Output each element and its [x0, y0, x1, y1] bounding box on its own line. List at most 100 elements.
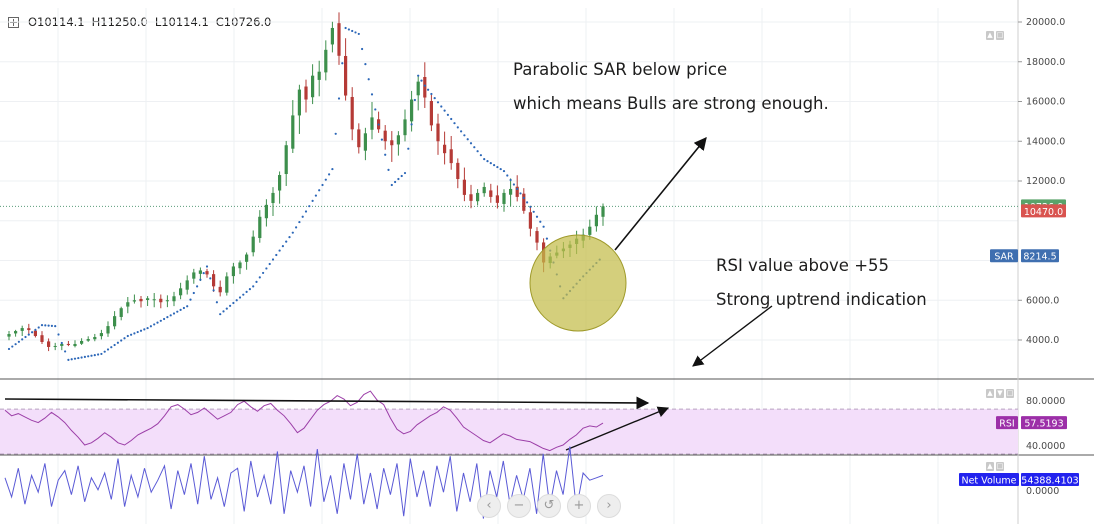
sar-dot — [93, 354, 96, 357]
sar-dot — [110, 346, 113, 349]
sar-dot — [499, 167, 502, 171]
sar-dot — [298, 220, 301, 224]
sar-dot — [123, 337, 126, 340]
sar-dot — [308, 205, 311, 208]
price-tick-label: 4000.0 — [1026, 335, 1059, 346]
sar-dot — [44, 324, 47, 327]
sar-dot — [427, 88, 430, 91]
candle-body — [337, 23, 341, 56]
candle-body — [330, 27, 334, 45]
sar-dot — [430, 92, 433, 96]
highlight-circle — [529, 234, 627, 332]
price-tick-label: 16000.0 — [1026, 97, 1065, 108]
sar-dot — [139, 329, 143, 332]
sar-dot — [486, 160, 489, 163]
sar-dot — [341, 62, 344, 65]
candle-body — [357, 129, 361, 148]
sar-dot — [7, 347, 11, 351]
candle-body — [449, 149, 453, 164]
chevron-left-icon[interactable]: ‹ — [477, 494, 501, 518]
rsi-value-tag-bg — [1021, 416, 1067, 430]
sar-dot — [506, 174, 509, 177]
candle-body — [482, 186, 486, 194]
sar-dot — [314, 194, 317, 197]
sar-dot — [57, 333, 60, 336]
sar-dot — [328, 173, 331, 176]
sar-dot — [245, 290, 248, 294]
sar-dot — [443, 109, 446, 112]
candle-body — [410, 99, 414, 122]
candle-body — [469, 194, 473, 201]
candle-body — [594, 214, 598, 227]
pane-maximize-icon[interactable]: □ — [996, 31, 1004, 40]
sar-dot — [225, 307, 228, 310]
sar-dot — [209, 277, 212, 280]
sar-dot — [394, 180, 397, 184]
sar-dot — [238, 296, 242, 299]
sar-dot — [456, 126, 459, 129]
sar-dot — [281, 244, 284, 248]
sar-dot — [304, 210, 308, 213]
sar-dot — [446, 113, 449, 116]
candle-body — [99, 333, 103, 337]
plus-icon[interactable]: + — [567, 494, 591, 518]
pane-down-icon[interactable]: ▼ — [996, 389, 1004, 398]
sar-dot — [285, 240, 288, 243]
sar-dot — [21, 338, 24, 341]
sar-dot — [186, 305, 189, 308]
pane-up-icon[interactable]: ▲ — [986, 31, 994, 40]
rsi-pane-controls: ▲ ▼ □ — [986, 389, 1014, 398]
pane-up-icon[interactable]: ▲ — [986, 389, 994, 398]
candle-body — [113, 316, 117, 327]
sar-value-tag: 8214.5 — [1023, 252, 1056, 263]
sar-dot — [258, 276, 261, 279]
sar-dot — [229, 304, 232, 307]
sar-dot — [347, 28, 350, 31]
sar-dot — [288, 236, 291, 239]
rsi-band — [0, 409, 1018, 454]
pane-maximize-icon[interactable]: □ — [1006, 389, 1014, 398]
candle-body — [60, 343, 64, 346]
sar-dot — [370, 93, 374, 96]
pane-up-icon[interactable]: ▲ — [986, 462, 994, 471]
sar-dot — [215, 301, 218, 304]
candle-body — [225, 276, 229, 293]
rsi-tick-label: 80.0000 — [1026, 396, 1065, 407]
sar-dot — [331, 167, 334, 171]
sar-dot — [433, 97, 436, 100]
price-tick-label: 6000.0 — [1026, 295, 1059, 306]
sar-dot — [54, 324, 57, 328]
netvol-label-tag-bg — [959, 473, 1019, 486]
price-tick-label: 18000.0 — [1026, 57, 1065, 68]
sar-dot — [413, 98, 416, 102]
candle-body — [14, 331, 18, 334]
candle-body — [443, 144, 447, 154]
reset-icon[interactable]: ↺ — [537, 494, 561, 518]
sar-dot — [192, 291, 195, 295]
price-tick-label: 14000.0 — [1026, 136, 1065, 147]
sar-dot — [196, 285, 199, 288]
minus-icon[interactable]: − — [507, 494, 531, 518]
sar-dot — [463, 134, 466, 137]
sar-dot — [113, 343, 116, 347]
candle-body — [238, 262, 242, 269]
sar-dot — [120, 339, 123, 342]
candle-body — [245, 254, 249, 262]
sar-annotation-line1: Parabolic SAR below price — [513, 60, 727, 79]
sar-dot — [136, 330, 139, 334]
sar-dot — [143, 328, 146, 331]
sar-value-tag-bg — [1021, 249, 1059, 263]
candle-body — [218, 286, 222, 293]
candle-body — [86, 339, 90, 341]
sar-label-tag: SAR — [994, 252, 1014, 263]
sar-dot — [278, 249, 281, 252]
candle-body — [251, 236, 255, 253]
sar-dot — [545, 237, 549, 240]
pane-maximize-icon[interactable]: □ — [996, 462, 1004, 471]
sar-dot — [271, 258, 275, 261]
candle-body — [297, 89, 301, 116]
rsi-annotation-line2: Strong uptrend indication — [716, 290, 927, 309]
sar-dot — [70, 358, 73, 361]
chevron-right-icon[interactable]: › — [597, 494, 621, 518]
